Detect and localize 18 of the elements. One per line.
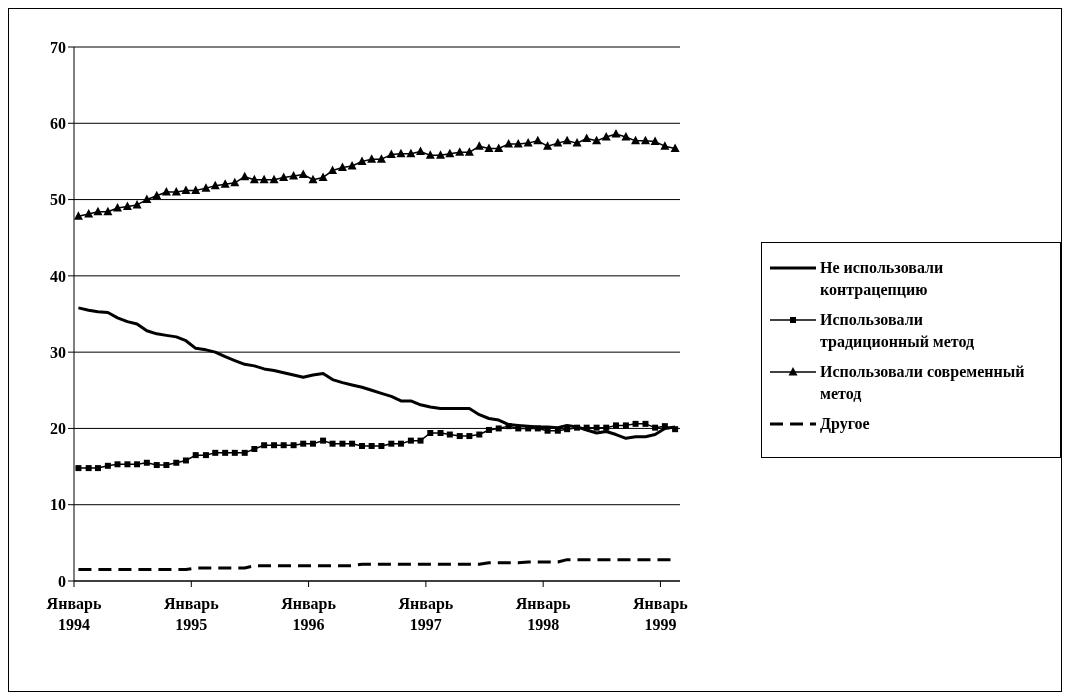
x-tick-label: Январь 1999 bbox=[633, 595, 689, 633]
legend-label: Использовали традиционный метод bbox=[820, 310, 976, 353]
y-tick-label: 10 bbox=[50, 496, 66, 514]
y-tick-label: 70 bbox=[50, 38, 66, 56]
x-tick-label: Январь 1998 bbox=[515, 595, 572, 633]
legend-label: Другое bbox=[820, 414, 870, 435]
y-tick-label: 20 bbox=[50, 420, 66, 438]
y-tick-label: 0 bbox=[58, 572, 66, 590]
y-tick-label: 40 bbox=[50, 267, 66, 285]
x-tick-label: Январь 1994 bbox=[46, 595, 102, 633]
x-tick-label: Январь 1996 bbox=[281, 595, 337, 633]
y-tick-label: 60 bbox=[50, 114, 66, 132]
x-tick-label: Январь 1997 bbox=[398, 595, 454, 633]
legend-label: Использовали современный метод bbox=[820, 362, 1026, 404]
y-tick-label: 30 bbox=[50, 343, 66, 361]
y-tick-label: 50 bbox=[50, 191, 66, 209]
x-tick-label: Январь 1995 bbox=[163, 595, 220, 633]
legend-label: Не использовали контрацепцию bbox=[820, 258, 945, 301]
